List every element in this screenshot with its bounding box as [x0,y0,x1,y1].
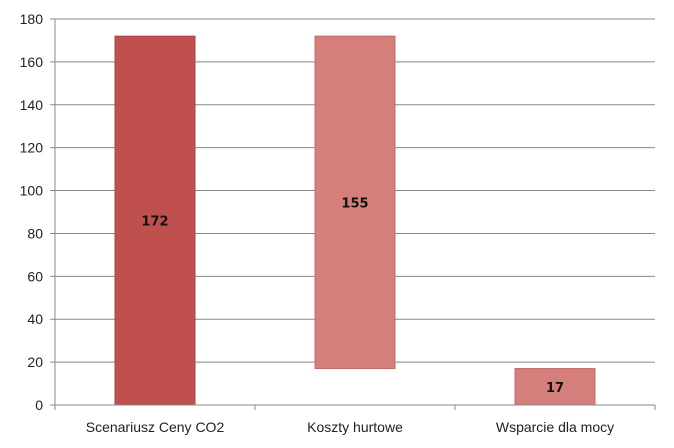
y-tick-label: 100 [20,183,44,199]
x-category-label: Scenariusz Ceny CO2 [86,419,225,435]
y-tick-label: 60 [27,268,43,284]
axes [54,19,656,410]
data-label-1: 172 [141,215,168,230]
y-tick-label: 180 [20,11,44,27]
y-tick-label: 80 [27,225,43,241]
y-tick-label: 140 [20,97,44,113]
x-axis-categories: Scenariusz Ceny CO2 Koszty hurtowe Wsparci… [86,419,614,435]
bar-1 [114,35,196,406]
y-tick-label: 40 [27,311,43,327]
y-tick-label: 20 [27,354,43,370]
y-tick-label: 0 [35,397,43,413]
y-tick-label: 160 [20,54,44,70]
bar-2 [314,35,396,370]
data-label-3: 17 [546,381,564,396]
y-axis-ticks: 0 20 40 60 80 100 120 140 160 180 [20,11,55,413]
y-tick-label: 120 [20,140,44,156]
x-category-label: Koszty hurtowe [307,419,403,435]
data-label-2: 155 [341,196,368,211]
data-labels: 172 155 17 [141,196,564,395]
bars [114,35,596,406]
x-category-label: Wsparcie dla mocy [496,419,614,435]
bar-3 [514,368,596,406]
